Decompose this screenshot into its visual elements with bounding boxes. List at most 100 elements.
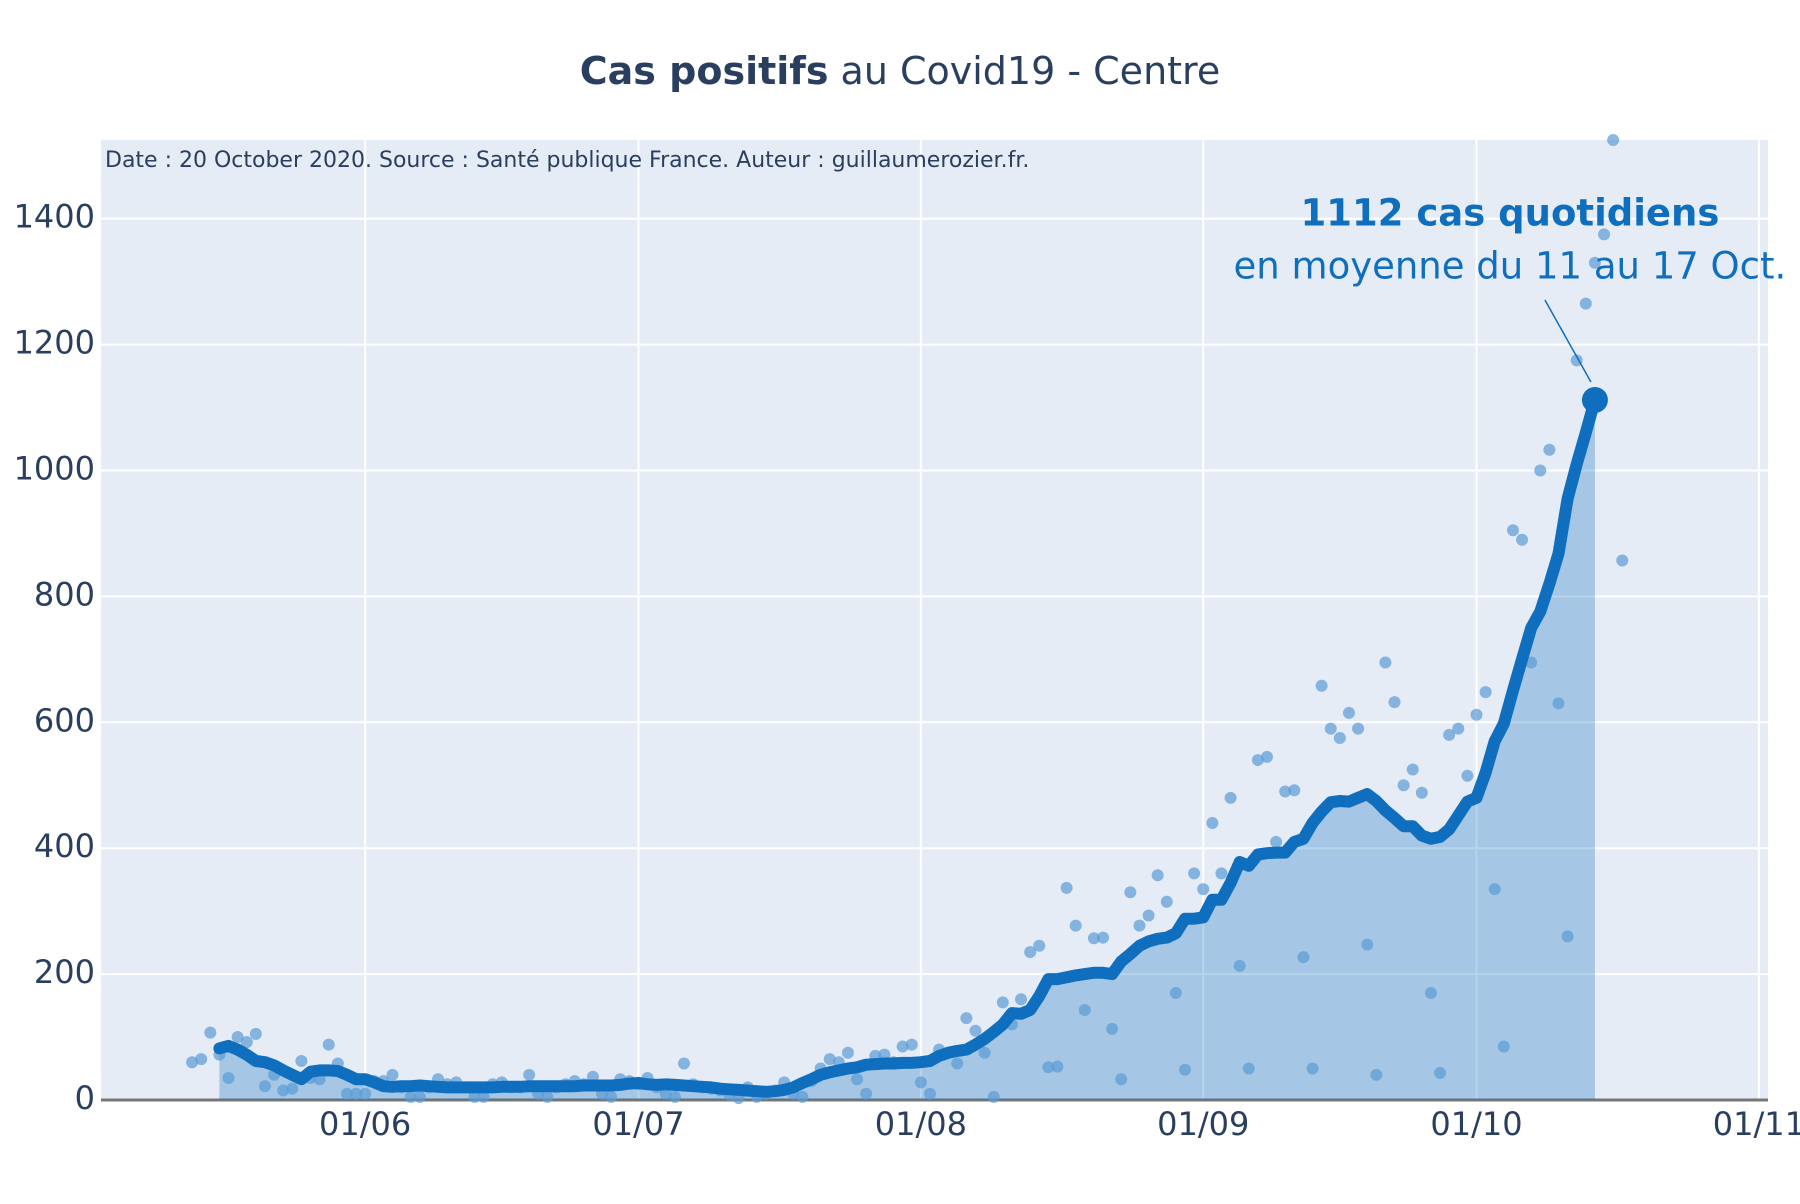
data-point — [1488, 883, 1501, 896]
data-point — [1169, 986, 1182, 999]
data-point — [1497, 1040, 1510, 1053]
data-point — [1260, 750, 1273, 763]
data-point — [659, 1087, 672, 1100]
data-point — [1142, 909, 1155, 922]
note: Date : 20 October 2020. Source : Santé p… — [105, 148, 1029, 173]
data-point — [468, 1090, 481, 1103]
data-point — [1406, 763, 1419, 776]
plot-background — [101, 140, 1768, 1100]
y-tick-label: 1200 — [14, 324, 95, 362]
data-point — [322, 1038, 335, 1051]
data-point — [258, 1080, 271, 1093]
data-point — [1033, 939, 1046, 952]
data-point — [1151, 869, 1164, 882]
data-point — [1233, 959, 1246, 972]
data-point — [605, 1090, 618, 1103]
marks — [186, 134, 1629, 1105]
data-point — [1115, 1073, 1128, 1086]
data-point — [1379, 656, 1392, 669]
data-point — [541, 1090, 554, 1103]
data-point — [386, 1068, 399, 1081]
data-point — [1397, 779, 1410, 792]
data-point — [1251, 754, 1264, 767]
data-point — [1206, 817, 1219, 830]
y-tick-label: 400 — [34, 827, 95, 865]
data-point — [1516, 533, 1529, 546]
title-rest: au Covid19 - Centre — [841, 49, 1221, 93]
data-point — [1188, 867, 1201, 880]
data-point — [1424, 986, 1437, 999]
data-point — [1434, 1066, 1447, 1079]
data-point — [987, 1090, 1000, 1103]
area — [219, 400, 1595, 1100]
data-point — [1270, 835, 1283, 848]
data-point — [1506, 524, 1519, 537]
data-point — [1160, 895, 1173, 908]
data-point — [277, 1084, 290, 1097]
data-point — [1616, 554, 1629, 567]
data-point — [1607, 134, 1620, 146]
data-point — [1015, 993, 1028, 1006]
data-point — [1051, 1060, 1064, 1073]
end-point — [1581, 386, 1608, 413]
data-point — [286, 1082, 299, 1095]
data-point — [823, 1053, 836, 1066]
data-point — [1552, 697, 1565, 710]
data-point — [1370, 1068, 1383, 1081]
data-point — [477, 1090, 490, 1103]
data-point — [1415, 786, 1428, 799]
data-point — [1069, 919, 1082, 932]
data-point — [231, 1031, 244, 1044]
data-point — [413, 1090, 426, 1103]
x-tick-label: 01/06 — [319, 1105, 411, 1143]
x-tick-label: 01/07 — [592, 1105, 684, 1143]
data-point — [404, 1090, 417, 1103]
data-point — [1315, 679, 1328, 692]
y-tick-label: 200 — [34, 953, 95, 991]
data-point — [1579, 297, 1592, 310]
data-point — [1443, 728, 1456, 741]
data-point — [359, 1087, 372, 1100]
data-point — [1588, 256, 1601, 269]
data-point — [896, 1040, 909, 1053]
data-point — [195, 1053, 208, 1066]
data-point — [851, 1073, 864, 1086]
data-point — [1561, 930, 1574, 943]
data-point — [350, 1087, 363, 1100]
data-point — [796, 1090, 809, 1103]
x-tick-label: 01/10 — [1430, 1105, 1522, 1143]
data-point — [969, 1024, 982, 1037]
data-point — [1106, 1022, 1119, 1035]
data-point — [996, 996, 1009, 1009]
data-point — [1297, 951, 1310, 964]
grid — [101, 140, 1768, 1102]
data-point — [1543, 443, 1556, 456]
data-point — [1179, 1063, 1192, 1076]
data-point — [1598, 228, 1611, 241]
data-point — [1306, 1062, 1319, 1075]
data-point — [1470, 708, 1483, 721]
data-point — [668, 1090, 681, 1103]
data-point — [295, 1054, 308, 1067]
data-point — [978, 1046, 991, 1059]
data-point — [1042, 1061, 1055, 1074]
data-point — [240, 1036, 253, 1049]
data-point — [1197, 883, 1210, 896]
data-point — [951, 1057, 964, 1070]
x-tick-label: 01/09 — [1157, 1105, 1249, 1143]
data-point — [1124, 886, 1137, 899]
annotation-arrow — [1544, 299, 1592, 383]
data-point — [1288, 784, 1301, 797]
data-point — [1361, 938, 1374, 951]
data-point — [1224, 791, 1237, 804]
data-point — [1461, 769, 1474, 782]
data-point — [1097, 931, 1110, 944]
data-point — [1279, 785, 1292, 798]
data-point — [914, 1076, 927, 1089]
data-point — [186, 1056, 199, 1069]
data-point — [1087, 932, 1100, 945]
y-tick-label: 1400 — [14, 198, 95, 236]
data-point — [340, 1087, 353, 1100]
